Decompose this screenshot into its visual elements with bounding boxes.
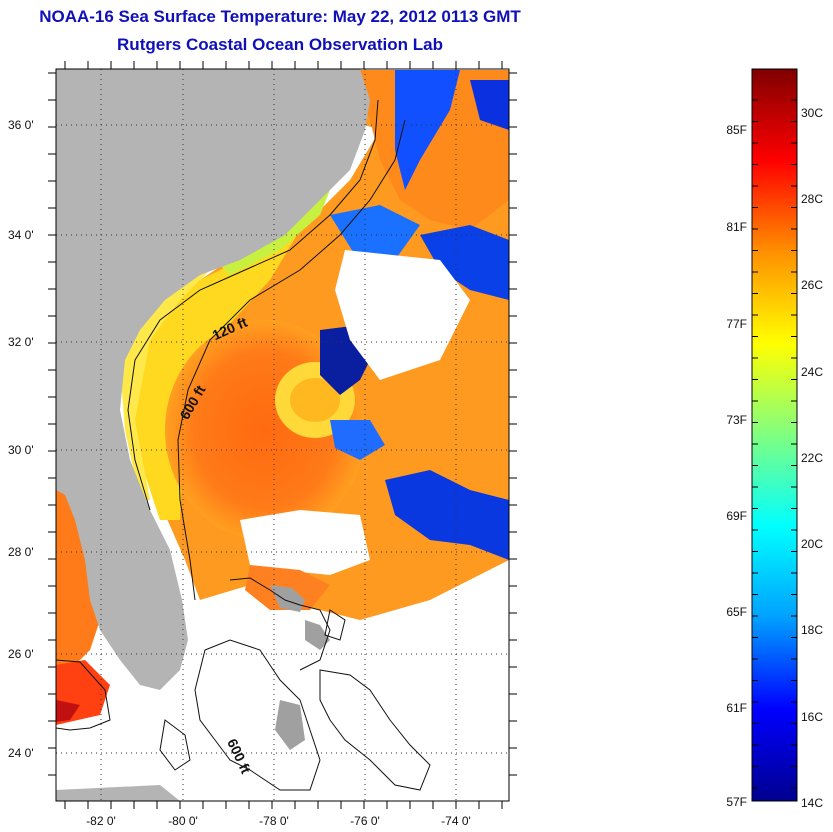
lat-label: 28 0': [8, 545, 34, 559]
map-plot-area: 120 ft 600 ft 600 ft: [56, 69, 509, 801]
lat-label: 30 0': [8, 443, 34, 457]
lon-label: -82 0': [86, 814, 116, 828]
cb-c-label: 18C: [801, 623, 823, 637]
colorbar-ramp: [751, 68, 798, 802]
lon-label: -74 0': [441, 814, 471, 828]
longitude-labels: -82 0' -80 0' -78 0' -76 0' -74 0': [86, 814, 471, 828]
cb-c-label: 22C: [801, 451, 823, 465]
lat-label: 32 0': [8, 335, 34, 349]
axis-ticks: [48, 61, 517, 809]
cb-c-label: 20C: [801, 537, 823, 551]
cb-f-label: 57F: [726, 795, 747, 809]
cb-f-label: 77F: [726, 317, 747, 331]
sst-field: [56, 70, 509, 725]
land: [56, 69, 370, 801]
lat-label: 26 0': [8, 647, 34, 661]
lon-label: -80 0': [168, 814, 198, 828]
cb-c-label: 28C: [801, 192, 823, 206]
map-title: NOAA-16 Sea Surface Temperature: May 22,…: [39, 7, 521, 26]
cb-f-label: 65F: [726, 605, 747, 619]
cb-f-label: 73F: [726, 413, 747, 427]
cb-c-label: 26C: [801, 278, 823, 292]
colorbar-celsius-labels: 30C 28C 26C 24C 22C 20C 18C 16C 14C: [801, 106, 823, 810]
cb-f-label: 69F: [726, 509, 747, 523]
lon-label: -78 0': [259, 814, 289, 828]
map-subtitle: Rutgers Coastal Ocean Observation Lab: [117, 35, 443, 54]
cb-f-label: 81F: [726, 220, 747, 234]
cb-c-label: 14C: [801, 796, 823, 810]
cb-c-label: 24C: [801, 365, 823, 379]
lon-label: -76 0': [350, 814, 380, 828]
cb-f-label: 61F: [726, 701, 747, 715]
map-border: [55, 68, 510, 802]
cb-c-label: 30C: [801, 106, 823, 120]
graticule: [56, 69, 509, 801]
cb-c-label: 16C: [801, 710, 823, 724]
lat-label: 36 0': [8, 118, 34, 132]
cb-f-label: 85F: [726, 123, 747, 137]
colorbar-fahrenheit-labels: 85F 81F 77F 73F 69F 65F 61F 57F: [726, 123, 747, 809]
latitude-labels: 36 0' 34 0' 32 0' 30 0' 28 0' 26 0' 24 0…: [8, 118, 34, 760]
colorbar: 85F 81F 77F 73F 69F 65F 61F 57F 30C 28C …: [726, 68, 823, 810]
lat-label: 24 0': [8, 746, 34, 760]
lat-label: 34 0': [8, 228, 34, 242]
